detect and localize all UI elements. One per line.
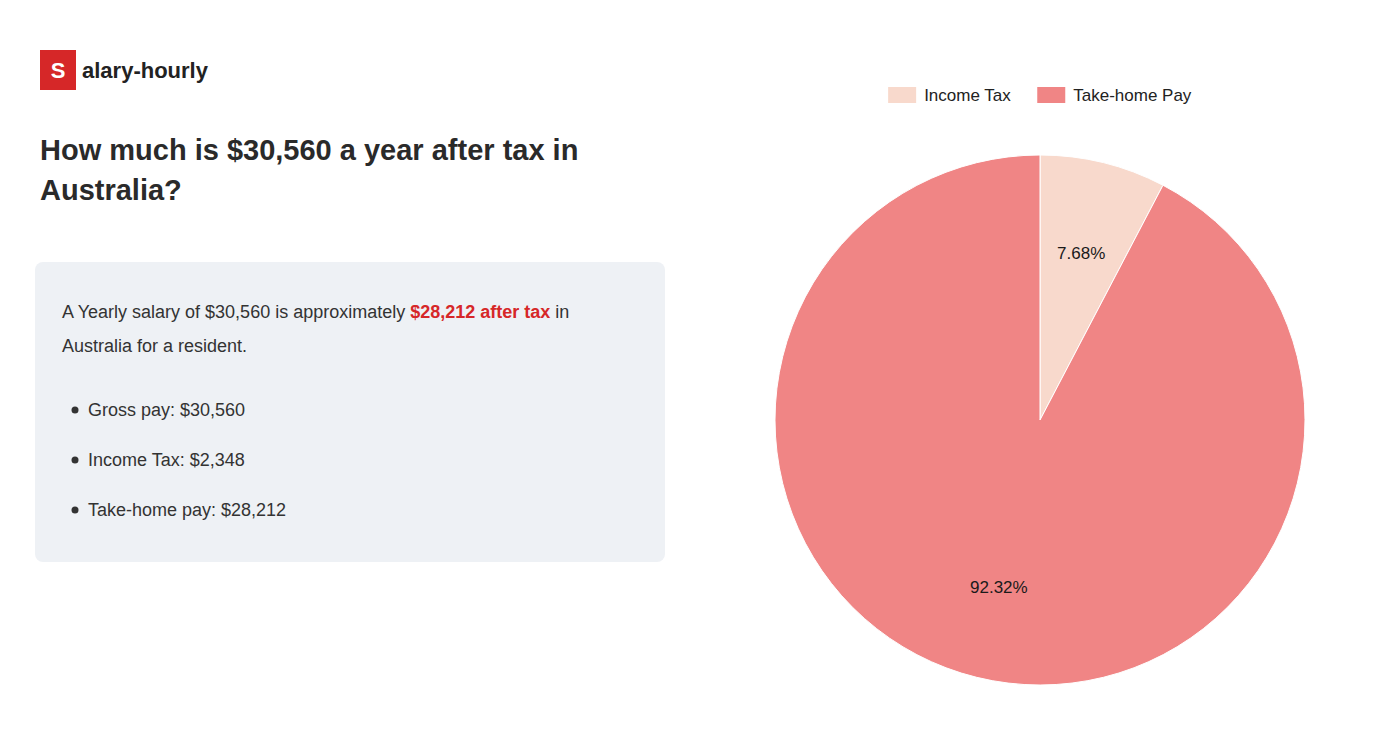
- body-text: in: [550, 302, 569, 322]
- pie: 7.68% 92.32%: [775, 155, 1305, 685]
- info-box: [35, 262, 665, 562]
- legend-item: Take-home Pay: [1037, 86, 1192, 105]
- bullet-item: Take-home pay: $28,212: [88, 500, 286, 520]
- body-text: A Yearly salary of $30,560 is approximat…: [62, 302, 410, 322]
- info-panel: Salary-hourly How much is $30,560 a year …: [35, 50, 665, 562]
- logo-text: alary-hourly: [82, 58, 209, 83]
- logo-box: [40, 50, 76, 90]
- slices: [775, 155, 1305, 685]
- body-line: A Yearly salary of $30,560 is approximat…: [62, 302, 569, 322]
- body-highlight: $28,212 after tax: [410, 302, 550, 322]
- data-label: 7.68%: [1057, 244, 1105, 263]
- title: How much is $30,560 a year after tax inA…: [40, 134, 578, 206]
- bullet-item: Gross pay: $30,560: [88, 400, 245, 420]
- legend-swatch: [1037, 87, 1065, 103]
- data-labels: 7.68% 92.32%: [970, 244, 1105, 598]
- chart: Salary-hourly How much is $30,560 a year …: [0, 0, 1400, 750]
- legend-item: Income Tax: [888, 86, 1011, 105]
- data-label: 92.32%: [970, 578, 1028, 597]
- body-line: Australia for a resident.: [62, 336, 247, 356]
- logo-letter: S: [51, 58, 66, 83]
- bullet: [72, 407, 79, 414]
- legend: Income Tax Take-home Pay: [888, 86, 1192, 105]
- slice: [775, 155, 1305, 685]
- bullet-item: Income Tax: $2,348: [88, 450, 245, 470]
- bullet: [72, 457, 79, 464]
- bullet: [72, 507, 79, 514]
- legend-label: Take-home Pay: [1073, 86, 1192, 105]
- legend-label: Income Tax: [924, 86, 1011, 105]
- legend-swatch: [888, 87, 916, 103]
